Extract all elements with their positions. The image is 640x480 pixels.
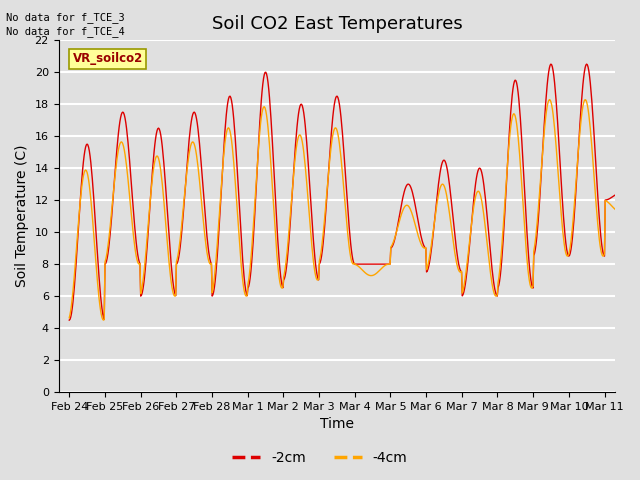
X-axis label: Time: Time <box>320 418 354 432</box>
Title: Soil CO2 East Temperatures: Soil CO2 East Temperatures <box>211 15 462 33</box>
Legend: -2cm, -4cm: -2cm, -4cm <box>227 445 413 471</box>
Text: VR_soilco2: VR_soilco2 <box>72 52 143 65</box>
Text: No data for f_TCE_4: No data for f_TCE_4 <box>6 26 125 37</box>
Y-axis label: Soil Temperature (C): Soil Temperature (C) <box>15 145 29 288</box>
Text: No data for f_TCE_3: No data for f_TCE_3 <box>6 12 125 23</box>
